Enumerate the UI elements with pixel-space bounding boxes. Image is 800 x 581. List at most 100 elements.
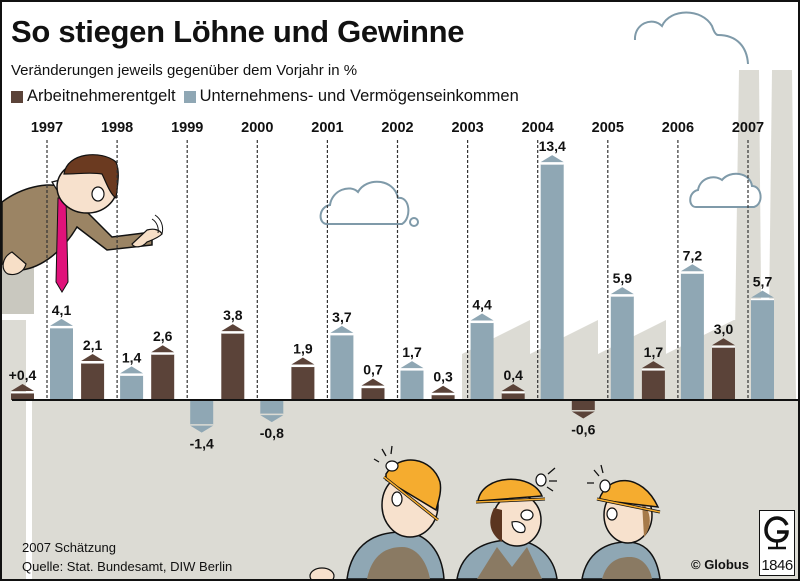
bar-value-label: 0,4 xyxy=(503,367,523,383)
bar-arrow-up xyxy=(610,287,634,295)
bar-arbeitnehmer-1999 xyxy=(151,345,175,400)
bar-arrow-up xyxy=(680,264,704,272)
bar-cap-gap xyxy=(470,321,494,324)
cloud-puff xyxy=(409,217,419,227)
bar-body xyxy=(501,392,525,400)
bar-cap-gap xyxy=(330,333,354,336)
bar-value-label: 4,1 xyxy=(52,302,72,318)
year-label-2000: 2000 xyxy=(241,120,273,136)
bar-arbeitnehmer-2002 xyxy=(361,378,385,400)
bar-arbeitnehmer-2001 xyxy=(291,357,315,400)
bar-value-label: -1,4 xyxy=(190,436,214,452)
legend-item-unternehmen: Unternehmens- und Vermögenseinkommen xyxy=(183,87,519,106)
bar-arrow-up xyxy=(151,345,175,353)
bar-unternehmen-1999 xyxy=(190,400,214,433)
bar-cap-gap xyxy=(50,326,73,329)
bar-cap-gap xyxy=(501,391,525,394)
bar-unternehmen-1998 xyxy=(120,366,144,400)
bar-value-label: 2,1 xyxy=(83,337,103,353)
bar-body xyxy=(260,400,284,415)
bar-unternehmen-2005 xyxy=(610,287,634,400)
bar-arrow-down xyxy=(571,411,595,419)
bar-arrow-up xyxy=(540,155,564,163)
ground-left-strip xyxy=(2,320,26,579)
bar-value-label: 5,7 xyxy=(753,274,773,290)
bar-arrow-up xyxy=(81,354,105,362)
bar-cap-gap xyxy=(712,346,735,348)
legend-item-arbeitnehmer: Arbeitnehmerentgelt xyxy=(11,87,176,106)
bar-unternehmen-2003 xyxy=(470,313,494,400)
bar-body xyxy=(151,354,175,400)
bar-value-label: 3,0 xyxy=(714,321,734,337)
bar-arbeitnehmer-2004 xyxy=(501,383,525,400)
bar-body xyxy=(81,363,105,400)
bar-arrow-down xyxy=(190,425,214,433)
bar-arrow-up xyxy=(50,318,73,326)
bar-body xyxy=(400,370,424,400)
year-label-2005: 2005 xyxy=(592,120,624,136)
bar-body xyxy=(11,392,34,400)
miners-illustration xyxy=(309,445,661,579)
legend-swatch-arbeitnehmer xyxy=(11,90,23,103)
bar-body xyxy=(221,333,245,400)
bar-cap-gap xyxy=(641,369,665,371)
bar-value-label: +0,4 xyxy=(9,367,37,383)
bar-unternehmen-2001 xyxy=(330,325,354,400)
bar-arrow-up xyxy=(751,290,774,298)
bar-value-label: 0,3 xyxy=(433,369,453,385)
cloud-right xyxy=(689,172,762,208)
bar-cap-gap xyxy=(151,353,175,355)
bar-arbeitnehmer-2005 xyxy=(571,400,595,419)
bar-body xyxy=(291,366,315,400)
bar-body xyxy=(330,334,354,400)
globus-logo-year: 1846 xyxy=(761,557,793,574)
bar-arrow-up xyxy=(11,383,34,391)
year-label-1999: 1999 xyxy=(171,120,203,136)
bar-body xyxy=(641,370,665,400)
year-label-2006: 2006 xyxy=(662,120,694,136)
bar-value-label: 7,2 xyxy=(683,247,703,263)
bar-arrow-up xyxy=(501,383,525,391)
bar-arrow-up xyxy=(641,361,665,369)
bar-cap-gap xyxy=(11,391,34,394)
bar-arrow-up xyxy=(291,357,315,365)
year-label-2004: 2004 xyxy=(522,120,554,136)
bar-arbeitnehmer-1997 xyxy=(11,383,34,400)
bar-cap-gap xyxy=(221,332,245,334)
bar-cap-gap xyxy=(361,386,385,389)
bar-cap-gap xyxy=(120,374,144,376)
bar-cap-gap xyxy=(81,362,105,364)
year-label-2002: 2002 xyxy=(381,120,413,136)
year-label-2007: 2007 xyxy=(732,120,764,136)
bar-unternehmen-2000 xyxy=(260,400,284,423)
cloud-middle xyxy=(319,180,410,225)
bar-cap-gap xyxy=(190,424,214,426)
bar-value-label: 3,8 xyxy=(223,307,243,323)
legend-label-arbeitnehmer: Arbeitnehmerentgelt xyxy=(27,87,176,105)
bar-body xyxy=(431,394,455,400)
bar-cap-gap xyxy=(571,410,595,412)
bar-value-label: -0,6 xyxy=(571,422,595,438)
bar-arrow-up xyxy=(361,378,385,386)
bar-value-label: 13,4 xyxy=(539,138,566,154)
bar-value-label: 0,7 xyxy=(363,362,383,378)
year-label-1997: 1997 xyxy=(31,120,63,136)
chart-title: So stiegen Löhne und Gewinne xyxy=(11,14,465,49)
bar-value-label: 1,4 xyxy=(122,349,142,365)
bar-cap-gap xyxy=(400,369,424,371)
year-label-1998: 1998 xyxy=(101,120,133,136)
bar-unternehmen-2007 xyxy=(751,290,774,400)
globus-logo-mark xyxy=(764,516,789,550)
source-note: Quelle: Stat. Bundesamt, DIW Berlin xyxy=(22,559,233,574)
bar-value-label: 4,4 xyxy=(472,297,492,313)
bar-unternehmen-1997 xyxy=(50,318,73,400)
bar-value-label: 1,7 xyxy=(402,344,422,360)
bar-body xyxy=(712,347,735,400)
bar-value-label: 2,6 xyxy=(153,328,173,344)
bar-arrow-up xyxy=(470,313,494,321)
bar-cap-gap xyxy=(680,272,704,274)
bar-body xyxy=(571,400,595,411)
bar-arbeitnehmer-2006 xyxy=(641,361,665,400)
